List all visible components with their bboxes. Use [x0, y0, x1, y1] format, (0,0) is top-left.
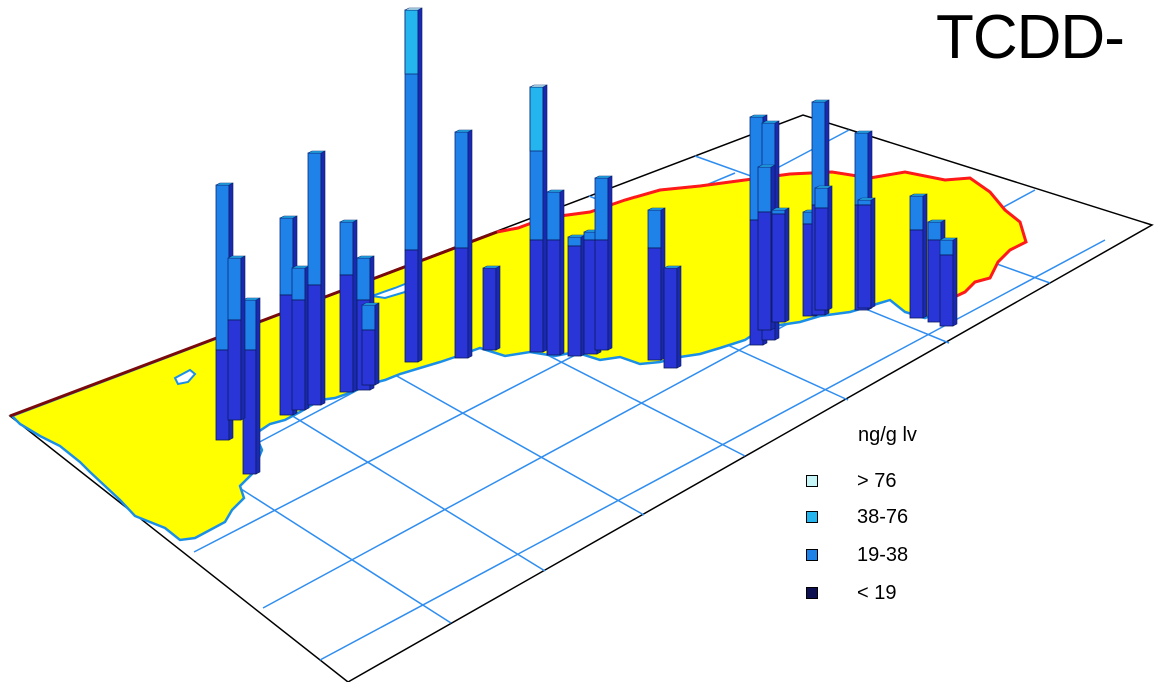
bars — [215, 7, 958, 475]
bar-3 — [279, 215, 298, 416]
bar-16 — [594, 175, 613, 351]
bar-11 — [482, 265, 501, 351]
bar-14 — [567, 234, 586, 357]
legend-swatch — [806, 511, 818, 523]
legend-item-lt19: < 19 — [806, 581, 896, 605]
map-title: TCDD- — [936, 3, 1125, 72]
legend-title: ng/g lv — [858, 424, 917, 446]
bar-30 — [939, 237, 958, 327]
bar-5 — [307, 150, 326, 406]
legend-item-19-38: 19-38 — [806, 543, 908, 567]
bar-0 — [242, 297, 261, 475]
legend-item-gt76: > 76 — [806, 469, 896, 493]
bar-25 — [814, 185, 833, 311]
bar-8 — [361, 302, 380, 386]
legend-label: 19-38 — [857, 543, 909, 566]
bar-2 — [227, 255, 246, 421]
bar-12 — [529, 84, 548, 353]
legend-swatch — [806, 587, 818, 599]
legend-label: < 19 — [857, 581, 897, 604]
bar-9 — [404, 7, 423, 363]
bar-4 — [291, 265, 310, 411]
bar-6 — [339, 219, 358, 393]
legend-item-38-76: 38-76 — [806, 505, 908, 529]
bar-10 — [454, 129, 473, 359]
lake-1 — [173, 368, 197, 386]
bar-13 — [546, 189, 565, 356]
bar-18 — [663, 265, 682, 369]
bar-27 — [857, 197, 876, 309]
bar-17 — [647, 207, 666, 361]
legend-label: > 76 — [857, 469, 897, 492]
legend-label: 38-76 — [857, 505, 909, 528]
legend-swatch — [806, 475, 818, 487]
legend-swatch — [806, 549, 818, 561]
bar-21 — [757, 164, 776, 331]
border-line — [496, 170, 1028, 313]
bar-22 — [771, 207, 790, 323]
bar-28 — [909, 193, 928, 319]
